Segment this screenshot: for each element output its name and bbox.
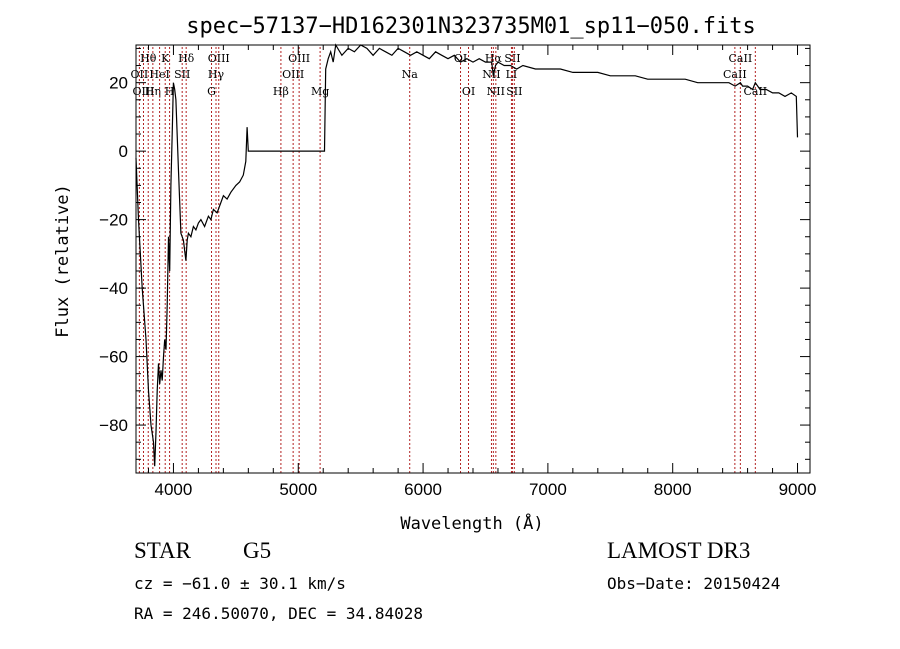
flux-series-line bbox=[135, 43, 799, 467]
y-axis: −80 −60 −40 −20 0 20 bbox=[99, 47, 810, 460]
spectral-line-label: CaII bbox=[729, 52, 753, 65]
y-tick-label: −60 bbox=[99, 348, 128, 367]
spectral-line-label: Mg bbox=[311, 85, 329, 98]
spectral-line-label: Hγ bbox=[208, 68, 225, 81]
spectral-line-label: CaII bbox=[723, 68, 747, 81]
x-tick-label: 6000 bbox=[404, 480, 442, 499]
spectral-line-label: OIII bbox=[282, 68, 304, 81]
redshift-text: cz = −61.0 ± 30.1 km/s bbox=[134, 574, 346, 593]
spectral-line-label: G bbox=[207, 85, 216, 98]
spectral-line-label: OIII bbox=[132, 85, 154, 98]
chart-title: spec−57137−HD162301N323735M01_sp11−050.f… bbox=[186, 14, 756, 39]
spectral-line-label: CaII bbox=[743, 85, 767, 98]
spectral-line-label: SII bbox=[174, 68, 190, 81]
object-class: STAR bbox=[134, 538, 191, 563]
spectral-line-label: SII bbox=[504, 52, 520, 65]
spectral-line-label: Hθ bbox=[140, 52, 157, 65]
spectral-line-label: Hη bbox=[145, 85, 161, 98]
coords-text: RA = 246.50070, DEC = 34.84028 bbox=[134, 604, 423, 623]
spectral-line-label: H bbox=[165, 85, 175, 98]
y-tick-label: −20 bbox=[99, 211, 128, 230]
spectral-line-label: Hδ bbox=[178, 52, 195, 65]
x-axis: 4000 5000 6000 7000 8000 9000 bbox=[147, 45, 817, 499]
spectral-line-label: LI bbox=[506, 68, 518, 81]
spectral-line-label: OIII bbox=[288, 52, 310, 65]
plot-frame bbox=[135, 44, 811, 474]
y-tick-label: 0 bbox=[119, 142, 128, 161]
x-tick-label: 8000 bbox=[654, 480, 692, 499]
y-tick-label: −80 bbox=[99, 416, 128, 435]
spectral-line-label: HeI bbox=[149, 68, 169, 81]
survey-name: LAMOST DR3 bbox=[607, 538, 751, 563]
y-axis-label: Flux (relative) bbox=[53, 184, 73, 338]
object-subclass: G5 bbox=[243, 538, 272, 563]
x-tick-label: 7000 bbox=[529, 480, 567, 499]
spectral-line-label: Hβ bbox=[273, 85, 289, 98]
spectral-line-label: OI bbox=[454, 52, 467, 65]
x-tick-label: 5000 bbox=[279, 480, 317, 499]
spectral-line-label: Na bbox=[402, 68, 419, 81]
spectral-line-label: OI bbox=[462, 85, 475, 98]
y-tick-label: −40 bbox=[99, 279, 128, 298]
x-tick-label: 9000 bbox=[779, 480, 817, 499]
spectral-line-label: K bbox=[161, 52, 170, 65]
spectral-line-label: SII bbox=[506, 85, 522, 98]
obs-date-text: Obs−Date: 20150424 bbox=[607, 574, 781, 593]
spectral-line-label: NII bbox=[487, 85, 505, 98]
y-tick-label: 20 bbox=[109, 74, 128, 93]
spectral-line-label: NII bbox=[482, 68, 500, 81]
spectral-line-label: OII bbox=[131, 68, 149, 81]
x-tick-label: 4000 bbox=[155, 480, 193, 499]
spectral-line-label: OIII bbox=[208, 52, 230, 65]
x-axis-label: Wavelength (Å) bbox=[400, 512, 543, 534]
